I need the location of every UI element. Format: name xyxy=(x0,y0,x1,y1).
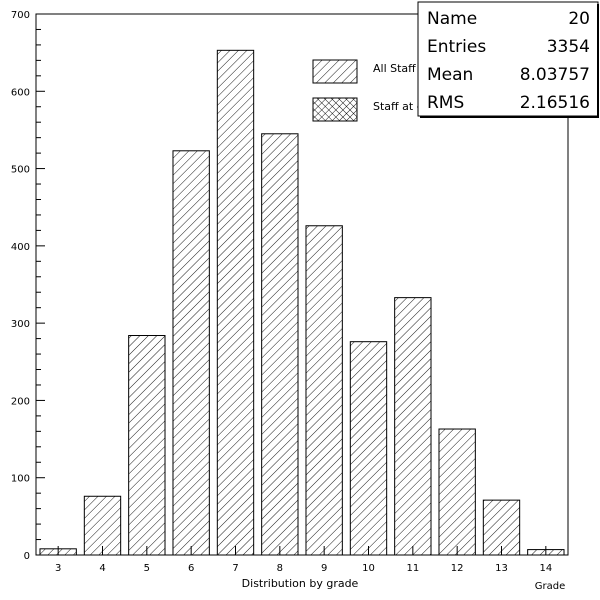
bars-group xyxy=(39,49,565,556)
x-axis-unit: Grade xyxy=(535,581,566,592)
stats-label: RMS xyxy=(427,93,464,113)
plot-frame xyxy=(35,13,569,556)
x-tick-label: 7 xyxy=(232,563,238,574)
stats-label: Mean xyxy=(427,65,473,85)
x-tick-label: 12 xyxy=(451,563,464,574)
x-tick-label: 10 xyxy=(362,563,375,574)
y-tick-label: 300 xyxy=(11,319,30,330)
stats-value: 2.16516 xyxy=(520,93,590,113)
x-tick-label: 8 xyxy=(277,563,283,574)
legend-label: All Staff xyxy=(373,62,416,75)
x-axis: 3 4 5 6 7 8 9 10 11 12 13 14 xyxy=(55,546,552,574)
bar-grade-5 xyxy=(128,335,166,556)
bar-grade-7 xyxy=(216,49,255,556)
x-tick-label: 3 xyxy=(55,563,61,574)
stats-value: 8.03757 xyxy=(520,65,590,85)
bar-grade-9 xyxy=(305,225,343,556)
y-tick-label: 400 xyxy=(11,242,30,253)
x-tick-label: 11 xyxy=(406,563,419,574)
legend-swatch xyxy=(312,59,358,84)
stats-box-frame xyxy=(417,1,599,117)
bar-grade-12 xyxy=(438,428,476,556)
bar-grade-8 xyxy=(261,133,299,556)
x-tick-label: 14 xyxy=(539,563,552,574)
stats-label: Entries xyxy=(427,37,486,57)
stats-label: Name xyxy=(427,9,477,29)
x-tick-label: 6 xyxy=(188,563,194,574)
bar-grade-11 xyxy=(394,297,432,556)
y-tick-label: 200 xyxy=(11,396,30,407)
bar-grade-4 xyxy=(83,495,122,556)
bar-grade-6 xyxy=(172,150,210,556)
y-tick-label: 500 xyxy=(11,165,30,176)
stats-value: 20 xyxy=(568,9,590,29)
bar-grade-10 xyxy=(349,341,388,556)
x-axis-title: Distribution by grade xyxy=(242,577,359,590)
y-axis: 0 100 200 300 400 500 600 700 xyxy=(11,10,45,562)
y-tick-label: 100 xyxy=(11,474,30,485)
y-tick-label: 600 xyxy=(11,87,30,98)
x-tick-label: 13 xyxy=(495,563,508,574)
stats-box: Name 20 Entries 3354 Mean 8.03757 RMS 2.16516 xyxy=(417,1,599,118)
x-tick-label: 5 xyxy=(144,563,150,574)
stats-value: 3354 xyxy=(547,37,590,57)
x-tick-label: 9 xyxy=(321,563,327,574)
x-tick-label: 4 xyxy=(99,563,105,574)
legend-swatch xyxy=(312,97,358,122)
y-tick-label: 700 xyxy=(11,10,30,21)
y-tick-label: 0 xyxy=(24,551,30,562)
